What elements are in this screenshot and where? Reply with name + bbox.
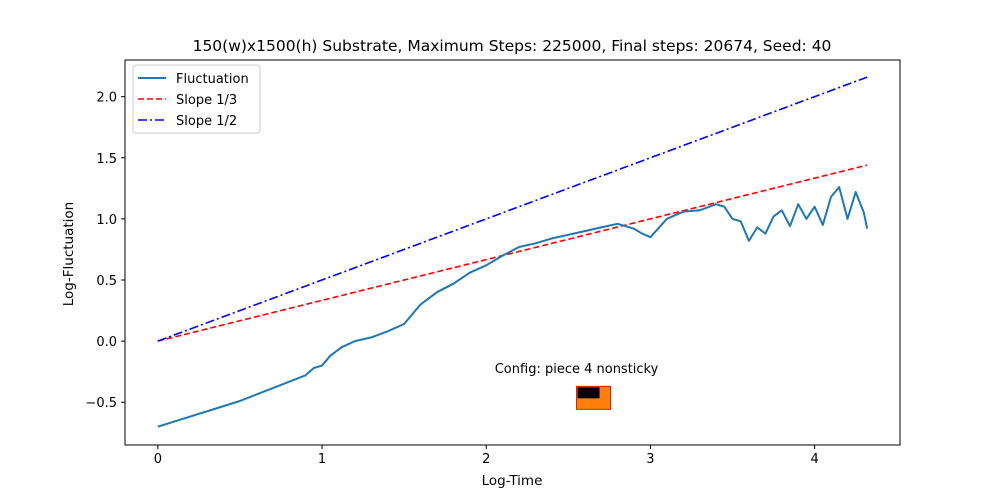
x-tick-label: 2 [482, 452, 490, 467]
config-annotation: Config: piece 4 nonsticky [495, 362, 659, 377]
piece-inset-block [577, 387, 600, 399]
x-tick-label: 1 [318, 452, 326, 467]
y-tick-label: 1.0 [96, 213, 117, 228]
y-tick-label: 0.0 [96, 335, 117, 350]
axes-frame [124, 59, 901, 446]
legend-label: Fluctuation [176, 72, 249, 87]
y-tick-label: 2.0 [96, 91, 117, 106]
legend-label: Slope 1/2 [176, 114, 237, 129]
plot-area: Config: piece 4 nonsticky 0 1 2 3 4 −0.5 0.0 0.5… [85, 59, 901, 467]
legend-box [132, 64, 261, 134]
chart-title: 150(w)x1500(h) Substrate, Maximum Steps:… [193, 37, 832, 55]
series-line-fluctuation [157, 186, 869, 428]
legend: Fluctuation Slope 1/3 Slope 1/2 [132, 64, 261, 134]
legend-label: Slope 1/3 [176, 93, 237, 108]
series-line-slope-1-3 [157, 164, 868, 342]
x-tick-label: 4 [810, 452, 818, 467]
x-tick-label: 3 [646, 452, 654, 467]
y-tick-label: −0.5 [85, 396, 117, 411]
x-tick-label: 0 [154, 452, 162, 467]
series-line-slope-1-2 [157, 76, 868, 342]
y-axis-label: Log-Fluctuation [61, 202, 77, 306]
x-axis-label: Log-Time [482, 473, 543, 489]
y-tick-label: 0.5 [96, 274, 117, 289]
y-tick-label: 1.5 [96, 152, 117, 167]
